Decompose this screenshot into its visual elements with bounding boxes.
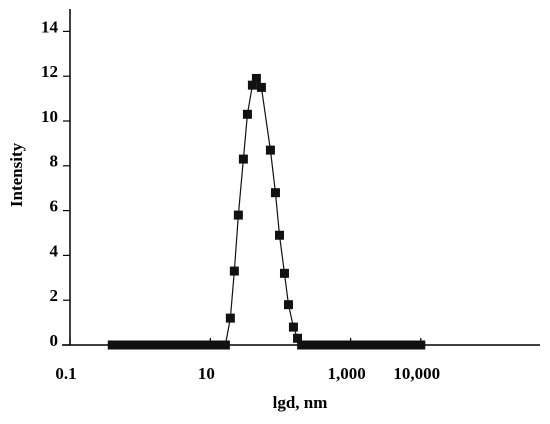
data-point (283, 300, 293, 310)
y-tick-label: 12 (41, 62, 58, 81)
data-point (416, 340, 426, 350)
data-point (395, 340, 405, 350)
data-point (205, 340, 215, 350)
x-tick-label: 0.1 (55, 364, 76, 383)
data-point (293, 333, 303, 343)
data-point (156, 340, 166, 350)
data-point (332, 340, 342, 350)
data-point (238, 154, 248, 164)
data-point (233, 210, 243, 220)
data-point (353, 340, 363, 350)
data-point (220, 340, 230, 350)
data-point (402, 340, 412, 350)
data-point (184, 340, 194, 350)
x-tick-label: 1,000 (328, 364, 366, 383)
y-axis-title: Intensity (7, 142, 26, 207)
data-point (121, 340, 131, 350)
y-tick-label: 2 (50, 286, 59, 305)
data-point (367, 340, 377, 350)
data-point (225, 313, 235, 323)
data-point (242, 109, 252, 119)
data-point (311, 340, 321, 350)
data-point (409, 340, 419, 350)
data-point (177, 340, 187, 350)
x-tick-label: 10 (198, 364, 215, 383)
data-point (265, 145, 275, 155)
y-tick-label: 10 (41, 107, 58, 126)
data-point (114, 340, 124, 350)
data-point (149, 340, 159, 350)
y-tick-label: 14 (41, 17, 59, 36)
data-point (270, 188, 280, 198)
y-tick-label: 4 (50, 241, 59, 260)
x-tick-label: 10,000 (393, 364, 440, 383)
data-point (212, 340, 222, 350)
data-point (229, 266, 239, 276)
x-axis-title: lgd, nm (273, 393, 328, 412)
data-point (135, 340, 145, 350)
data-line (112, 77, 421, 346)
data-point (374, 340, 384, 350)
data-point (247, 80, 257, 90)
data-point (338, 340, 348, 350)
data-point (381, 340, 391, 350)
data-point (297, 340, 307, 350)
data-point (163, 340, 173, 350)
data-point (128, 340, 138, 350)
data-point (256, 82, 266, 92)
data-point (107, 340, 117, 350)
data-point (318, 340, 328, 350)
data-point (274, 230, 284, 240)
data-point (325, 340, 335, 350)
data-point (171, 340, 181, 350)
data-point (303, 340, 313, 350)
data-point (360, 340, 370, 350)
y-tick-label: 6 (50, 197, 59, 216)
data-point (142, 340, 152, 350)
data-point (279, 268, 289, 278)
y-tick-label: 0 (50, 331, 59, 350)
data-point (288, 322, 298, 332)
data-point (251, 73, 261, 83)
data-point (346, 340, 356, 350)
data-point (388, 340, 398, 350)
y-tick-label: 8 (50, 152, 59, 171)
data-point (198, 340, 208, 350)
data-point (191, 340, 201, 350)
